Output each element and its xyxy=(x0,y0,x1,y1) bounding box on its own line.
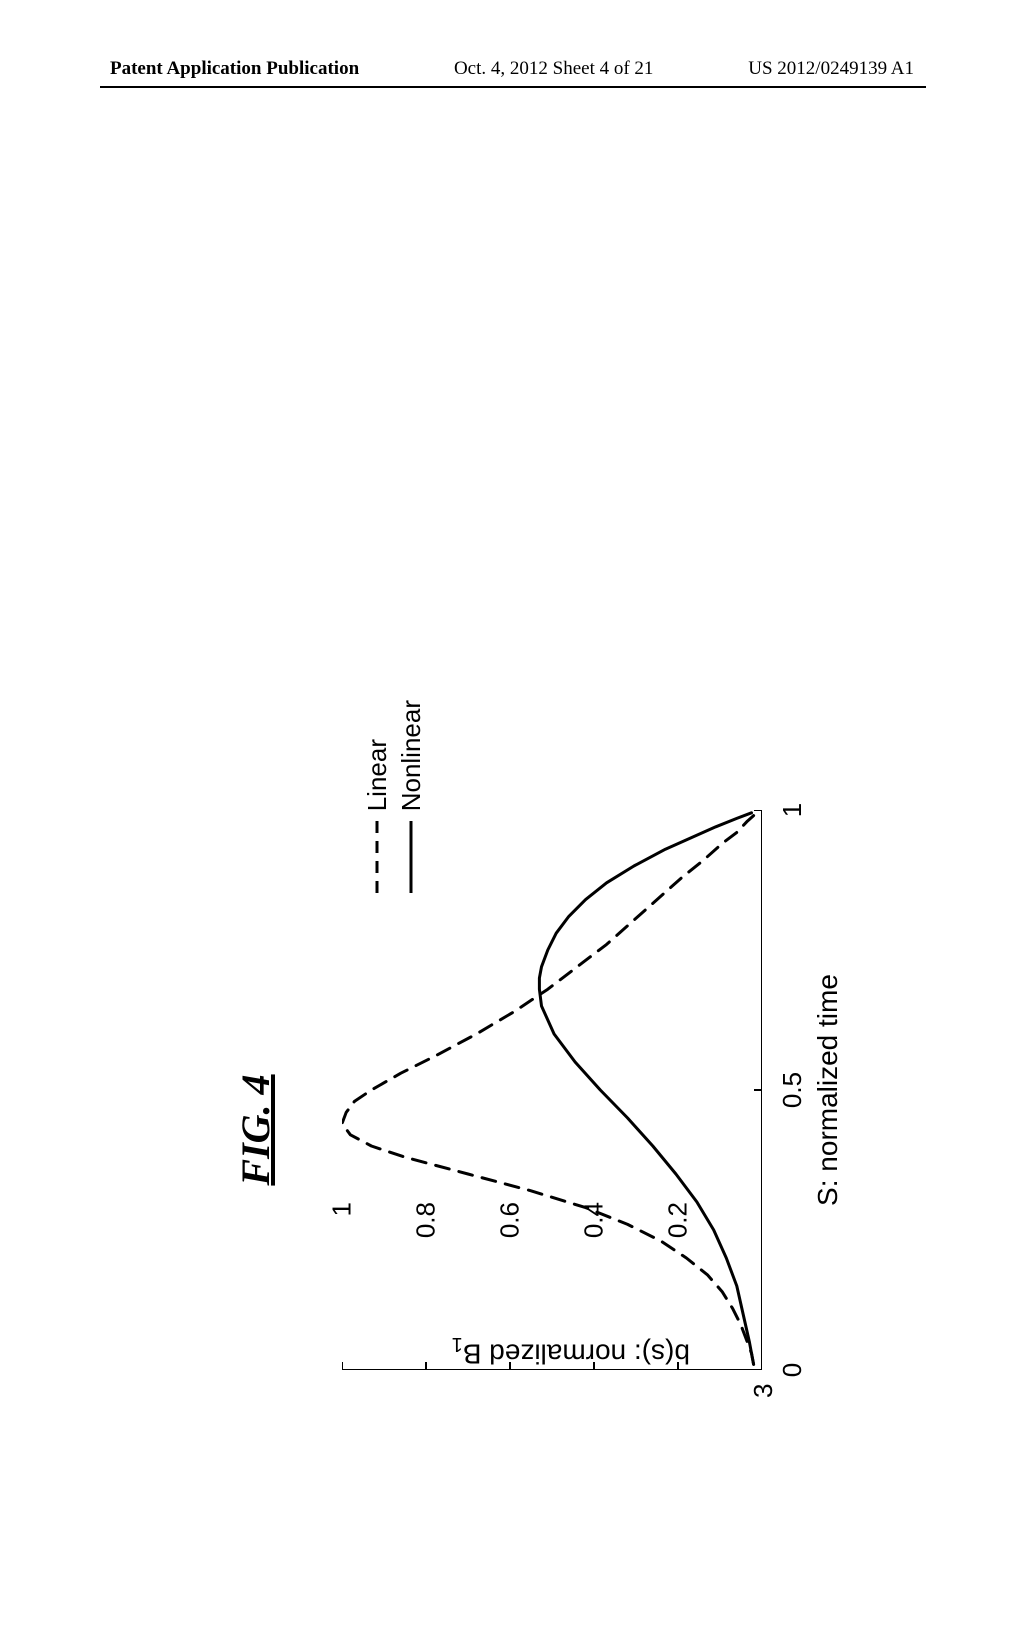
legend-row-nonlinear: Nonlinear xyxy=(394,700,428,893)
y-tick-label: 1 xyxy=(327,1202,358,1216)
legend-sample-linear xyxy=(367,821,387,893)
figure: FIG. 4 b(s): normalized B1 S: normalized… xyxy=(222,630,942,1630)
extra-tick-label: 3 xyxy=(748,1384,779,1398)
y-tick-label: 0.2 xyxy=(663,1202,694,1238)
header-right: US 2012/0249139 A1 xyxy=(748,58,914,80)
header-left: Patent Application Publication xyxy=(110,58,359,80)
x-tick-label: 1 xyxy=(777,803,808,817)
header-mid: Oct. 4, 2012 Sheet 4 of 21 xyxy=(454,58,653,80)
legend-sample-nonlinear xyxy=(401,821,421,893)
page-header: Patent Application Publication Oct. 4, 2… xyxy=(0,58,1024,80)
x-tick-label: 0.5 xyxy=(777,1072,808,1108)
legend-row-linear: Linear xyxy=(360,700,394,893)
page: Patent Application Publication Oct. 4, 2… xyxy=(0,0,1024,1320)
y-tick-label: 0.8 xyxy=(411,1202,442,1238)
legend-label-nonlinear: Nonlinear xyxy=(396,700,427,811)
y-tick-label: 0.4 xyxy=(579,1202,610,1238)
plot-svg xyxy=(342,810,762,1370)
legend: Linear Nonlinear xyxy=(360,700,428,893)
figure-rotated-container: FIG. 4 b(s): normalized B1 S: normalized… xyxy=(582,630,942,1130)
plot-area xyxy=(342,810,762,1370)
y-tick-label: 0.6 xyxy=(495,1202,526,1238)
legend-label-linear: Linear xyxy=(362,739,393,811)
x-tick-label: 0 xyxy=(777,1363,808,1377)
x-axis-label: S: normalized time xyxy=(812,974,844,1206)
figure-title: FIG. 4 xyxy=(232,1074,279,1185)
header-rule xyxy=(100,86,926,88)
